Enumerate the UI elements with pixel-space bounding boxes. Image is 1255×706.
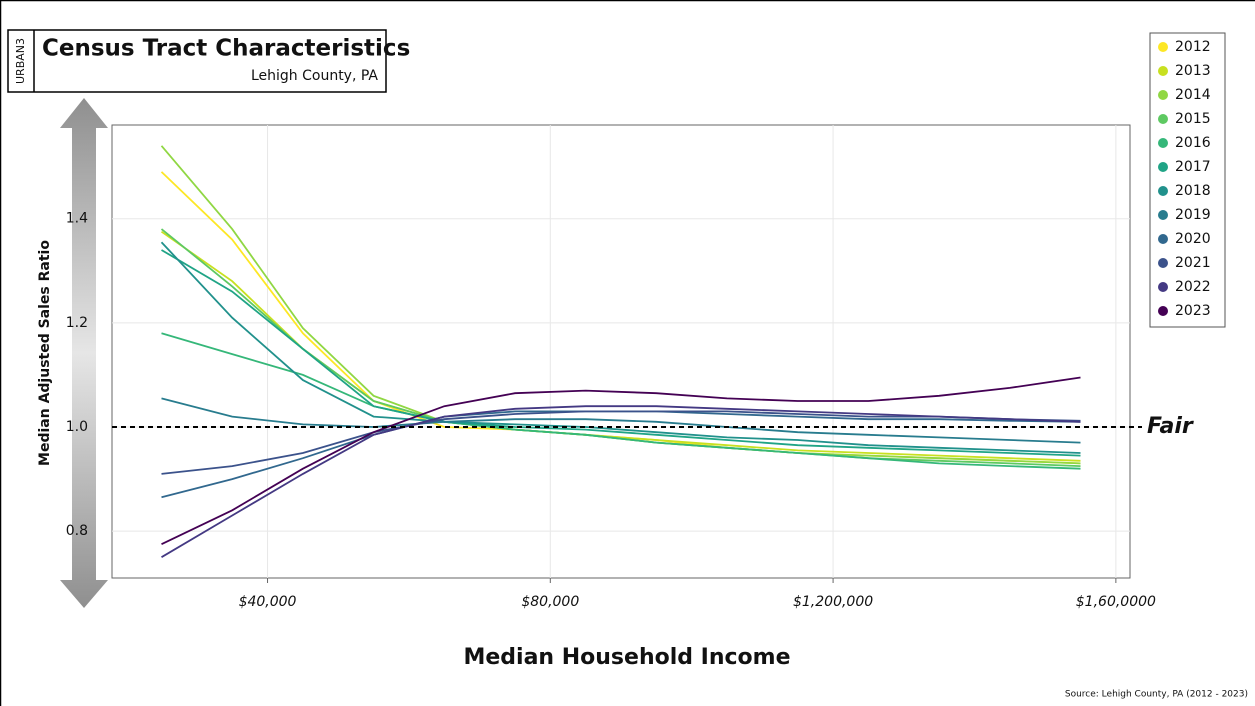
brand: URBAN3 — [14, 38, 27, 84]
legend-swatch — [1158, 258, 1168, 268]
legend-swatch — [1158, 90, 1168, 100]
y-tick-label: 0.8 — [66, 523, 88, 539]
source: Source: Lehigh County, PA (2012 - 2023) — [1065, 690, 1248, 700]
series-line — [161, 332, 1081, 470]
plot-area — [111, 124, 1131, 579]
legend-label: 2012 — [1175, 39, 1211, 55]
legend-swatch — [1158, 114, 1168, 124]
legend-label: 2021 — [1175, 255, 1211, 271]
y-axis-label: Median Adjusted Sales Ratio — [37, 240, 53, 466]
x-tick-label: $80,000 — [521, 594, 579, 610]
series-line — [161, 249, 1081, 457]
legend-swatch — [1158, 66, 1168, 76]
x-tick-label: $1,200,000 — [793, 594, 873, 610]
legend-swatch — [1158, 282, 1168, 292]
series-line — [161, 405, 1081, 558]
y-tick-label: 1.0 — [66, 419, 88, 435]
y-tick-label: 1.4 — [66, 211, 88, 227]
reference-label: Fair — [1147, 414, 1194, 439]
legend-swatch — [1158, 138, 1168, 148]
legend-swatch — [1158, 234, 1168, 244]
x-tick-label: $1,60,0000 — [1076, 594, 1156, 610]
series-line — [160, 241, 1081, 454]
y-tick-label: 1.2 — [66, 315, 88, 331]
legend-label: 2019 — [1175, 207, 1211, 223]
legend-box — [1149, 32, 1226, 328]
legend-label: 2013 — [1175, 63, 1211, 79]
legend-swatch — [1158, 42, 1168, 52]
y-axis-arrow — [60, 98, 108, 608]
legend-label: 2016 — [1175, 135, 1211, 151]
title-box — [7, 29, 387, 93]
legend-label: 2017 — [1175, 159, 1211, 175]
legend-label: 2018 — [1175, 183, 1211, 199]
series-line — [161, 397, 1081, 444]
chart-title: Census Tract Characteristics — [42, 36, 410, 62]
legend-swatch — [1158, 162, 1168, 172]
series-line — [161, 376, 1081, 546]
x-axis-label: Median Household Income — [463, 645, 790, 670]
legend-swatch — [1158, 186, 1168, 196]
x-tick-label: $40,000 — [239, 594, 297, 610]
chart-subtitle: Lehigh County, PA — [251, 68, 378, 84]
legend-swatch — [1158, 306, 1168, 316]
legend-label: 2023 — [1175, 303, 1211, 319]
legend-swatch — [1158, 210, 1168, 220]
legend-label: 2014 — [1175, 87, 1211, 103]
legend-label: 2020 — [1175, 231, 1211, 247]
legend-label: 2015 — [1175, 111, 1211, 127]
legend-label: 2022 — [1175, 279, 1211, 295]
